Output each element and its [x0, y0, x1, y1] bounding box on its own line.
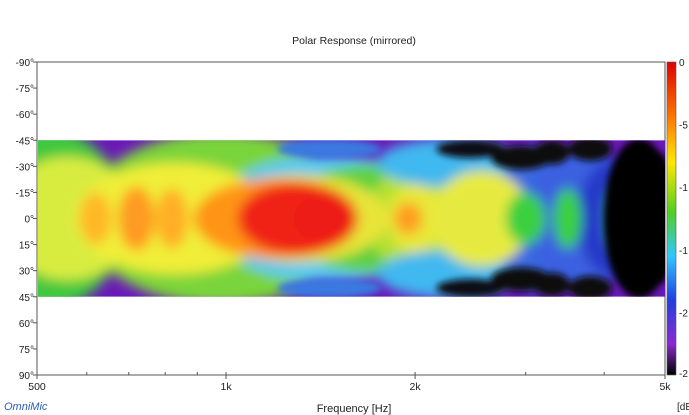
- brand-label: OmniMic: [4, 401, 48, 413]
- colorbar-tick-label: -2: [679, 369, 688, 380]
- y-tick-label: -75°: [16, 84, 34, 95]
- colorbar-tick-label: 0: [679, 58, 685, 69]
- y-tick-label: 15°: [19, 241, 34, 252]
- heatmap-band: [38, 140, 665, 297]
- y-tick-label: -45°: [16, 136, 34, 147]
- y-tick-label: 45°: [19, 293, 34, 304]
- colorbar-tick-label: -2: [679, 308, 688, 319]
- colorbar: [666, 61, 677, 376]
- colorbar-tick-label: -1: [679, 183, 688, 194]
- x-tick-label: 5k: [659, 381, 671, 393]
- y-tick-label: 90°: [19, 371, 34, 382]
- y-tick-label: 0°: [24, 215, 34, 226]
- y-tick-label: 75°: [19, 345, 34, 356]
- colorbar-unit: [dE: [677, 402, 689, 413]
- colorbar-tick-label: -1: [679, 246, 688, 257]
- y-tick-label: -60°: [16, 110, 34, 121]
- x-axis: 500 1k 2k 5k: [28, 372, 671, 393]
- chart-title: Polar Response (mirrored): [292, 35, 416, 47]
- colorbar-ticks: 0 -5 -1 -1 -2 -2: [679, 58, 688, 380]
- x-tick-label: 1k: [220, 381, 232, 393]
- x-tick-label: 500: [28, 381, 46, 393]
- x-axis-label: Frequency [Hz]: [317, 403, 392, 415]
- x-tick-label: 2k: [410, 381, 422, 393]
- y-tick-label: 60°: [19, 319, 34, 330]
- y-tick-label: -15°: [16, 188, 34, 199]
- y-axis: -90° -75° -60° -45° -30° -15° 0° 15° 30° 45° 60° 75…: [16, 58, 37, 382]
- y-tick-label: 30°: [19, 267, 34, 278]
- y-tick-label: -90°: [16, 58, 34, 69]
- y-tick-label: -30°: [16, 162, 34, 173]
- colorbar-tick-label: -5: [679, 121, 688, 132]
